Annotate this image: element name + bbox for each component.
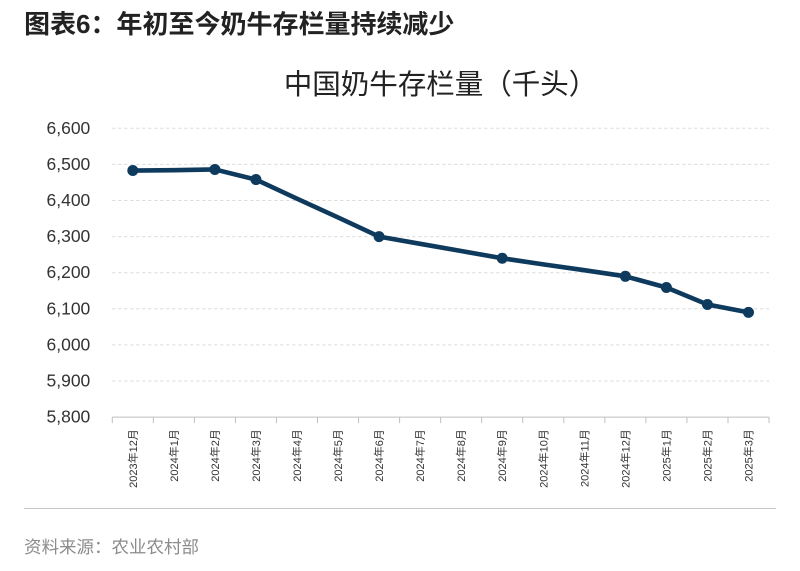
svg-text:2024年11月: 2024年11月 [578,429,591,487]
svg-text:2024年3月: 2024年3月 [250,429,263,482]
svg-text:6,300: 6,300 [47,226,91,246]
svg-text:5,800: 5,800 [47,407,91,427]
svg-text:5,900: 5,900 [47,371,91,391]
svg-text:2024年10月: 2024年10月 [537,429,550,488]
svg-text:6,000: 6,000 [47,334,91,354]
svg-text:6,200: 6,200 [47,262,91,282]
svg-text:2024年12月: 2024年12月 [619,429,632,488]
svg-text:6,500: 6,500 [47,154,91,174]
svg-text:2024年7月: 2024年7月 [414,429,427,482]
svg-text:6,400: 6,400 [47,190,91,210]
svg-text:2024年5月: 2024年5月 [332,429,345,482]
svg-text:2025年1月: 2025年1月 [660,429,673,482]
svg-text:2024年1月: 2024年1月 [168,429,181,482]
svg-text:2024年8月: 2024年8月 [455,429,468,482]
svg-text:2024年4月: 2024年4月 [291,429,304,482]
svg-text:2025年3月: 2025年3月 [743,429,756,482]
svg-text:2024年6月: 2024年6月 [373,429,386,482]
svg-text:2024年2月: 2024年2月 [209,429,222,482]
svg-text:2023年12月: 2023年12月 [127,429,140,488]
svg-text:6,100: 6,100 [47,298,91,318]
svg-text:2024年9月: 2024年9月 [496,429,509,482]
svg-text:2025年2月: 2025年2月 [701,429,714,482]
svg-text:6,600: 6,600 [47,118,91,138]
